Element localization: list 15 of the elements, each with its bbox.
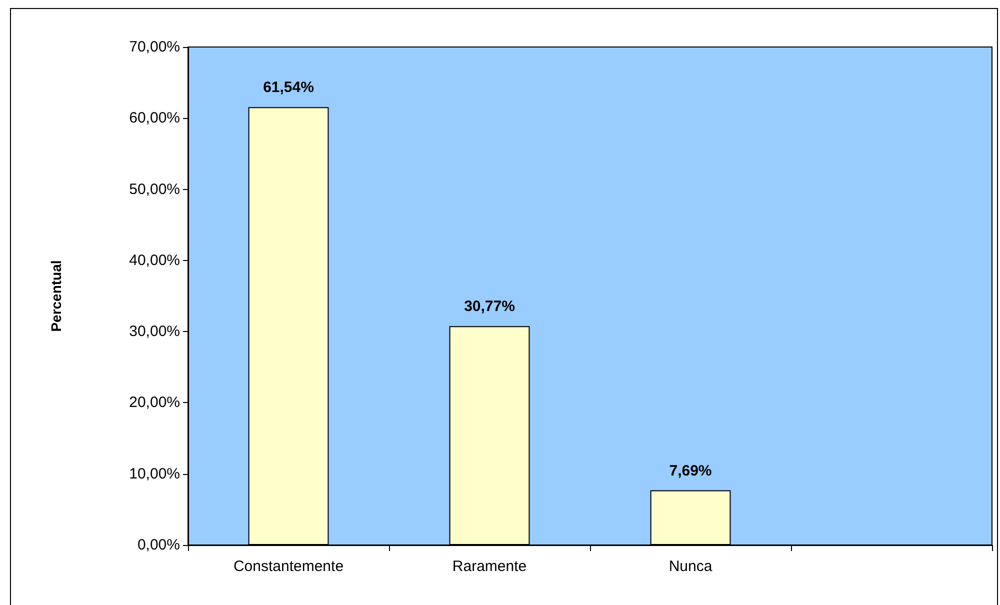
y-tick-label: 30,00% [129,323,180,340]
y-tick-label: 20,00% [129,394,180,412]
data-label: 7,69% [669,462,712,480]
y-tick-label: 60,00% [129,110,180,127]
y-axis-title: Percentual [48,260,64,332]
y-tick-label: 0,00% [137,536,180,554]
x-tick-label: Constantemente [233,558,344,575]
y-tick-label: 10,00% [129,465,180,482]
x-tick-label: Nunca [668,558,713,575]
y-tick-label: 50,00% [129,180,180,198]
x-tick-label: Raramente [452,558,527,575]
data-label: 61,54% [263,79,314,96]
y-tick-label: 70,00% [129,38,180,56]
y-tick-label: 40,00% [129,252,180,269]
data-label: 30,77% [464,298,515,316]
